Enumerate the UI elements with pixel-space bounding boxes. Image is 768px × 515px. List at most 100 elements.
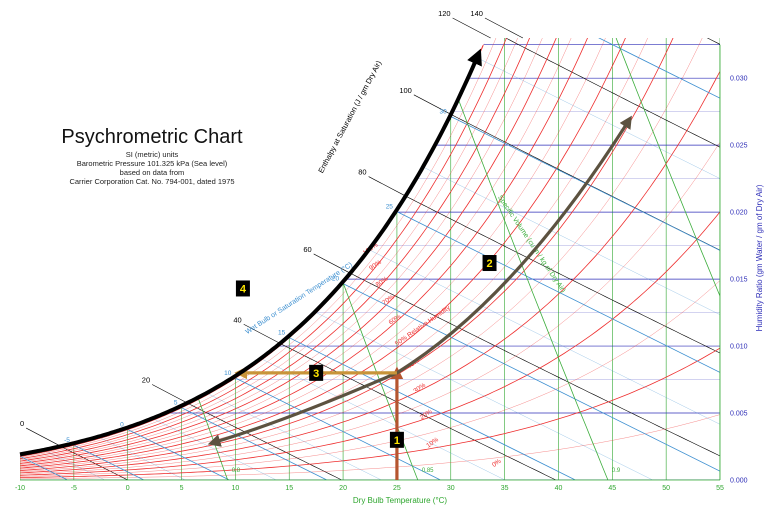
enthalpy-tick-label: 20 [142, 375, 150, 384]
x-tick-label: 50 [662, 485, 670, 492]
rh-minor-curve [20, 38, 581, 465]
process-arrow-2 [207, 115, 632, 447]
enthalpy-tick-line [484, 17, 524, 39]
process-marker-label: 1 [394, 435, 400, 447]
process-layer: 1 2 3 4 [19, 48, 632, 480]
x-tick-label: 45 [608, 485, 616, 492]
y-tick-label: 0.025 [730, 143, 748, 150]
x-tick-label: -5 [71, 485, 77, 492]
x-tick-label: -10 [15, 485, 25, 492]
enthalpy-tick-line [368, 176, 407, 197]
process-marker-box [389, 431, 404, 448]
specific-volume-tick-label: 0.9 [612, 468, 621, 474]
process-marker-box [482, 255, 497, 272]
enthalpy-tick-label: 80 [358, 168, 366, 177]
x-tick-label: 30 [447, 485, 455, 492]
process-marker-label: 3 [313, 368, 319, 380]
rh-curve-60 [20, 38, 597, 467]
chart-subtitle-line-4: Carrier Corporation Cat. No. 794-001, da… [69, 177, 234, 186]
wet-bulb-tick-label: 15 [278, 330, 286, 337]
wet-bulb-minor-line [316, 312, 653, 480]
wet-bulb-tick-label: -5 [64, 437, 70, 444]
enthalpy-line [451, 114, 720, 275]
wet-bulb-tick-label: 5 [174, 400, 178, 407]
process-arrow-4 [19, 48, 482, 457]
process-marker-label: 4 [240, 283, 247, 295]
x-tick-label: 5 [180, 485, 184, 492]
enthalpy-tick-label: 100 [399, 86, 412, 95]
enthalpy-tick-line [452, 17, 491, 39]
wet-bulb-minor-line [477, 57, 720, 480]
x-tick-label: 55 [716, 485, 724, 492]
wet-bulb-line [73, 444, 145, 480]
wet-bulb-minor-line [154, 419, 277, 480]
wet-bulb-minor-line [100, 437, 186, 480]
enthalpy-tick-label: 40 [233, 315, 241, 324]
wet-bulb-tick-label: 0 [120, 421, 124, 428]
process-marker-box [309, 364, 324, 381]
rh-minor-curve [20, 280, 720, 477]
enthalpy-tick-label: 0 [20, 419, 24, 428]
rh-curve-90 [20, 38, 516, 460]
enthalpy-tick-label: 60 [303, 245, 311, 254]
specific-volume-tick-label: 0.85 [422, 468, 434, 474]
enthalpy-tick-line [413, 94, 452, 116]
wet-bulb-line [127, 429, 230, 480]
wet-bulb-minor-line [423, 167, 720, 480]
wet-bulb-tick-label: 10 [224, 370, 232, 377]
enthalpy-tick-label: 140 [470, 9, 483, 18]
wet-bulb-line [504, 38, 720, 233]
chart-subtitle-line-3: based on data from [120, 168, 185, 177]
rh-curve-80 [20, 38, 538, 462]
enthalpy-line [281, 344, 557, 480]
wet-bulb-minor-line [46, 451, 105, 480]
x-axis-label: Dry Bulb Temperature (°C) [353, 496, 448, 505]
wet-bulb-line [235, 377, 441, 480]
x-tick-label: 25 [393, 485, 401, 492]
chart-subtitle-line-2: Barometric Pressure 101.325 kPa (Sea lev… [77, 159, 228, 168]
rh-label: 60% [388, 313, 403, 326]
x-tick-label: 20 [339, 485, 347, 492]
chart-title: Psychrometric Chart [61, 126, 243, 148]
wet-bulb-line [20, 455, 68, 480]
rh-minor-curve [20, 38, 656, 470]
rh-curve-100 [20, 38, 495, 457]
wet-bulb-line [289, 337, 576, 480]
enthalpy-line [190, 404, 342, 480]
specific-volume-line [435, 38, 609, 480]
y-tick-label: 0.020 [730, 210, 748, 217]
y-axis-label: Humidity Ratio (gm Water / gm of Dry Air… [755, 184, 764, 331]
grid-layer [20, 38, 720, 480]
x-tick-label: 0 [126, 485, 130, 492]
x-tick-label: 15 [285, 485, 293, 492]
y-tick-label: 0.000 [730, 478, 748, 485]
x-tick-label: 10 [231, 485, 239, 492]
rh-label: 20% [419, 408, 434, 421]
y-tick-label: 0.015 [730, 277, 748, 284]
wet-bulb-tick-label: 30 [440, 108, 448, 115]
enthalpy-tick-label: 120 [438, 9, 451, 18]
enthalpy-tick-line [152, 384, 191, 405]
x-tick-label: 35 [501, 485, 509, 492]
wet-bulb-tick-label: 25 [386, 204, 394, 211]
y-tick-label: 0.005 [730, 411, 748, 418]
y-tick-label: 0.010 [730, 344, 748, 351]
specific-volume-line [615, 38, 720, 480]
specific-volume-tick-label: 0.8 [232, 468, 241, 474]
y-tick-label: 0.030 [730, 76, 748, 83]
chart-subtitle-line-1: SI (metric) units [126, 150, 179, 159]
enthalpy-line [522, 38, 720, 71]
enthalpy-line [490, 38, 720, 173]
x-tick-label: 40 [555, 485, 563, 492]
rh-label: 0% [491, 458, 503, 469]
enthalpy-tick-line [26, 427, 65, 449]
process-marker-box [235, 280, 250, 297]
rh-minor-curve [20, 141, 720, 475]
process-marker-label: 2 [486, 258, 492, 270]
curves-layer [20, 38, 720, 480]
enthalpy-axis-label: Enthalpy at Saturation (J / gm Dry Air) [316, 59, 383, 175]
rh-label: 30% [412, 382, 427, 395]
specific-volume-line [74, 38, 229, 480]
